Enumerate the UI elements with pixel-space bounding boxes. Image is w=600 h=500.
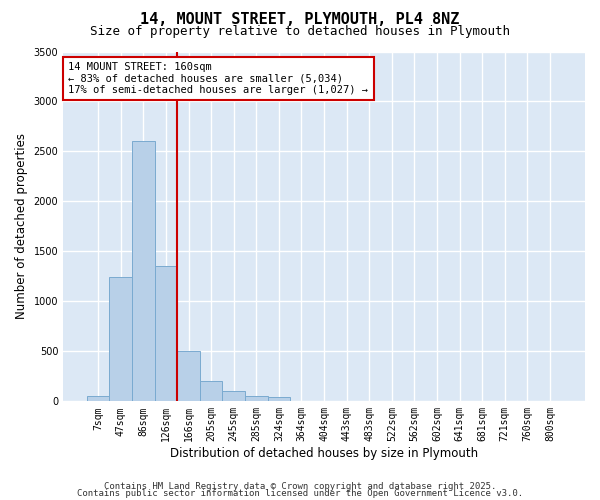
- X-axis label: Distribution of detached houses by size in Plymouth: Distribution of detached houses by size …: [170, 447, 478, 460]
- Text: 14, MOUNT STREET, PLYMOUTH, PL4 8NZ: 14, MOUNT STREET, PLYMOUTH, PL4 8NZ: [140, 12, 460, 26]
- Text: Contains HM Land Registry data © Crown copyright and database right 2025.: Contains HM Land Registry data © Crown c…: [104, 482, 496, 491]
- Bar: [87, 396, 109, 402]
- Text: Size of property relative to detached houses in Plymouth: Size of property relative to detached ho…: [90, 25, 510, 38]
- Bar: [155, 266, 177, 402]
- Bar: [268, 398, 290, 402]
- Bar: [200, 382, 223, 402]
- Bar: [109, 278, 132, 402]
- Text: Contains public sector information licensed under the Open Government Licence v3: Contains public sector information licen…: [77, 490, 523, 498]
- Bar: [177, 352, 200, 402]
- Bar: [132, 142, 155, 402]
- Y-axis label: Number of detached properties: Number of detached properties: [15, 134, 28, 320]
- Bar: [223, 391, 245, 402]
- Bar: [245, 396, 268, 402]
- Text: 14 MOUNT STREET: 160sqm
← 83% of detached houses are smaller (5,034)
17% of semi: 14 MOUNT STREET: 160sqm ← 83% of detache…: [68, 62, 368, 95]
